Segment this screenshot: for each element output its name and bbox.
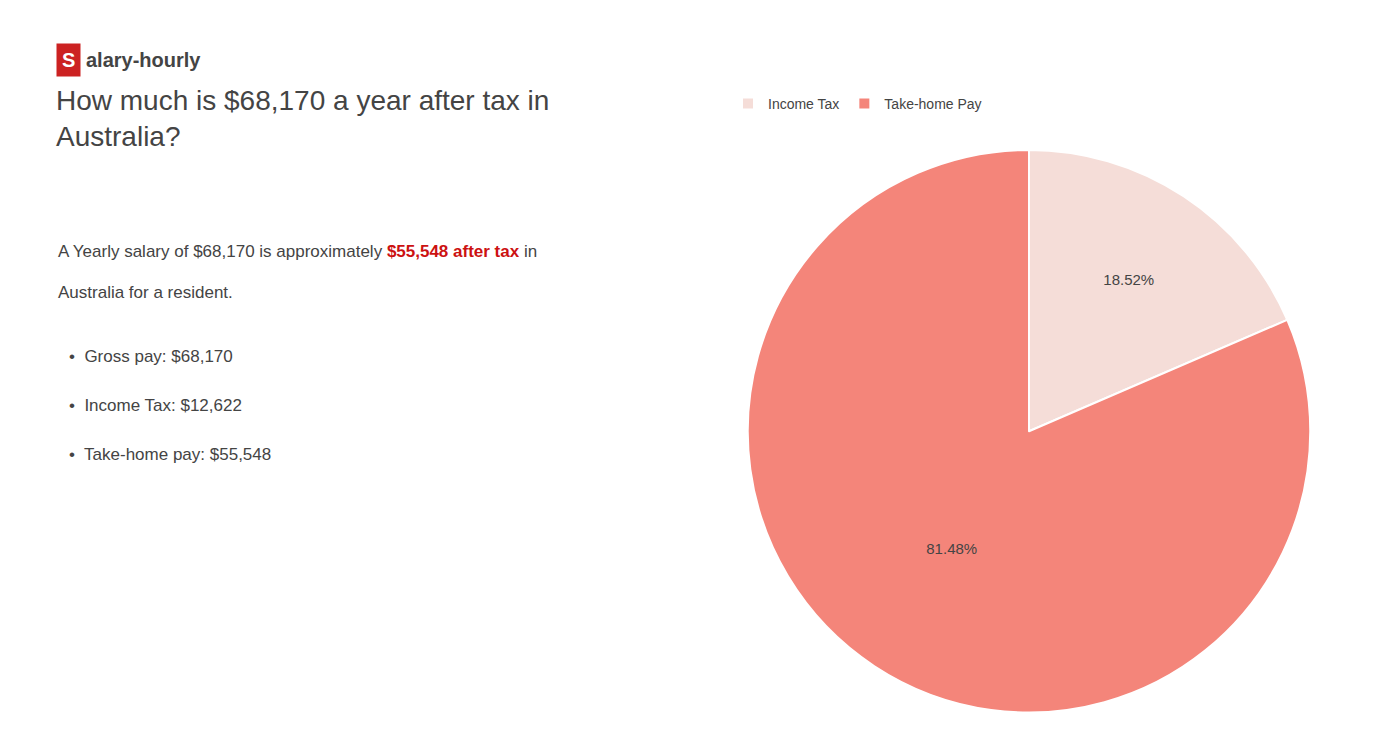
svg-text:• Take-home pay: $55,548: • Take-home pay: $55,548 [69, 445, 271, 464]
svg-text:S: S [62, 49, 75, 71]
svg-text:Take-home Pay: Take-home Pay [884, 96, 981, 112]
svg-text:Income Tax: Income Tax [768, 96, 839, 112]
svg-text:• Gross pay: $68,170: • Gross pay: $68,170 [69, 347, 233, 366]
svg-text:18.52%: 18.52% [1103, 271, 1154, 288]
svg-text:• Income Tax: $12,622: • Income Tax: $12,622 [69, 396, 242, 415]
svg-text:Australia for a resident.: Australia for a resident. [58, 283, 233, 302]
svg-text:81.48%: 81.48% [926, 540, 977, 557]
svg-text:alary-hourly: alary-hourly [86, 49, 201, 71]
svg-text:How much is $68,170 a year aft: How much is $68,170 a year after tax inA… [56, 85, 549, 152]
svg-text:A Yearly salary of $68,170 is: A Yearly salary of $68,170 is approximat… [58, 242, 537, 261]
